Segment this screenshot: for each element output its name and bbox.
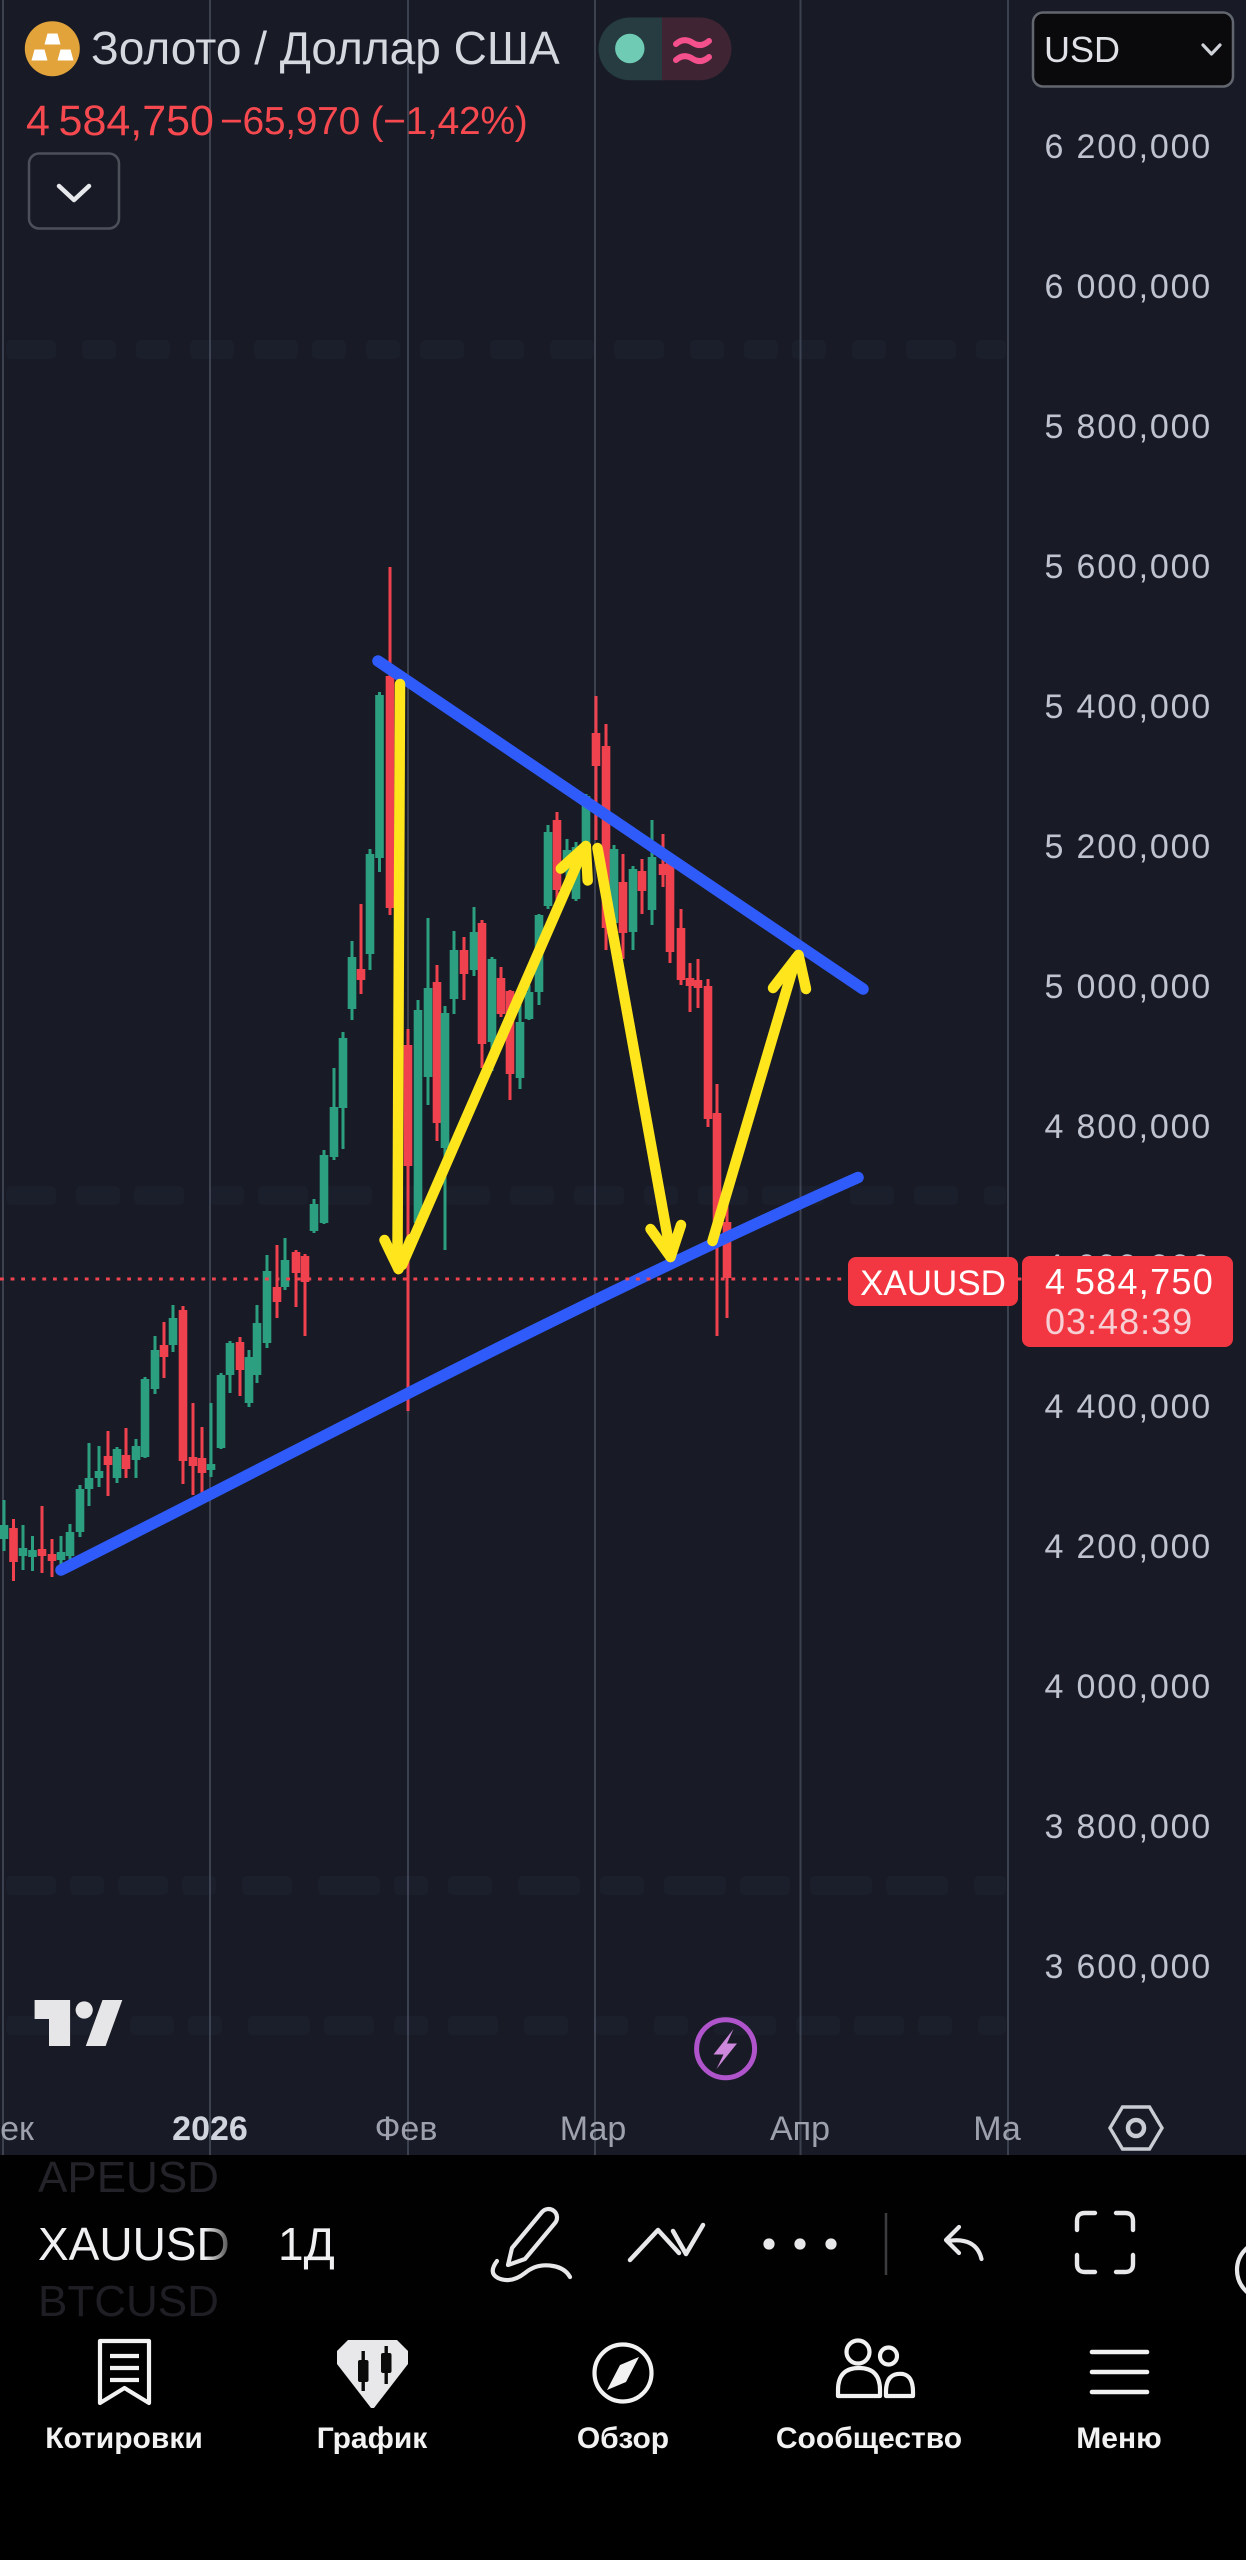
svg-text:6 200,000: 6 200,000 (1045, 128, 1212, 166)
svg-text:Сообщество: Сообщество (776, 2422, 962, 2455)
svg-text:Обзор: Обзор (577, 2422, 669, 2455)
svg-text:BTCUSD: BTCUSD (38, 2277, 219, 2326)
svg-text:03:48:39: 03:48:39 (1045, 1301, 1193, 1342)
svg-text:USD: USD (1044, 29, 1120, 70)
svg-text:XAUUSD: XAUUSD (860, 1264, 1006, 1303)
svg-text:5 000,000: 5 000,000 (1045, 968, 1212, 1006)
svg-text:Котировки: Котировки (45, 2422, 203, 2455)
svg-text:5 800,000: 5 800,000 (1045, 408, 1212, 446)
svg-text:ек: ек (0, 2110, 35, 2148)
svg-text:1Д: 1Д (278, 2218, 335, 2270)
svg-text:Ма: Ма (973, 2110, 1021, 2148)
svg-text:Золото / Доллар США: Золото / Доллар США (91, 22, 560, 74)
svg-text:APEUSD: APEUSD (38, 2153, 219, 2202)
svg-text:5 400,000: 5 400,000 (1045, 688, 1212, 726)
svg-text:2026: 2026 (172, 2110, 248, 2148)
svg-text:4 400,000: 4 400,000 (1045, 1388, 1212, 1426)
svg-text:5 600,000: 5 600,000 (1045, 548, 1212, 586)
svg-text:4 584,750: 4 584,750 (1045, 1261, 1214, 1302)
svg-text:4 200,000: 4 200,000 (1045, 1528, 1212, 1566)
svg-text:График: График (317, 2422, 429, 2455)
svg-text:XAUUSD: XAUUSD (38, 2218, 230, 2270)
svg-text:3 600,000: 3 600,000 (1045, 1948, 1212, 1986)
svg-text:Меню: Меню (1076, 2422, 1161, 2455)
svg-text:4 800,000: 4 800,000 (1045, 1108, 1212, 1146)
svg-text:3 800,000: 3 800,000 (1045, 1808, 1212, 1846)
svg-text:−65,970 (−1,42%): −65,970 (−1,42%) (220, 100, 527, 143)
svg-text:Фев: Фев (375, 2110, 438, 2148)
svg-text:4 584,750: 4 584,750 (26, 97, 214, 145)
svg-text:5 200,000: 5 200,000 (1045, 828, 1212, 866)
svg-text:6 000,000: 6 000,000 (1045, 268, 1212, 306)
svg-text:Апр: Апр (770, 2110, 830, 2148)
svg-text:4 000,000: 4 000,000 (1045, 1668, 1212, 1706)
svg-text:Мар: Мар (560, 2110, 627, 2148)
